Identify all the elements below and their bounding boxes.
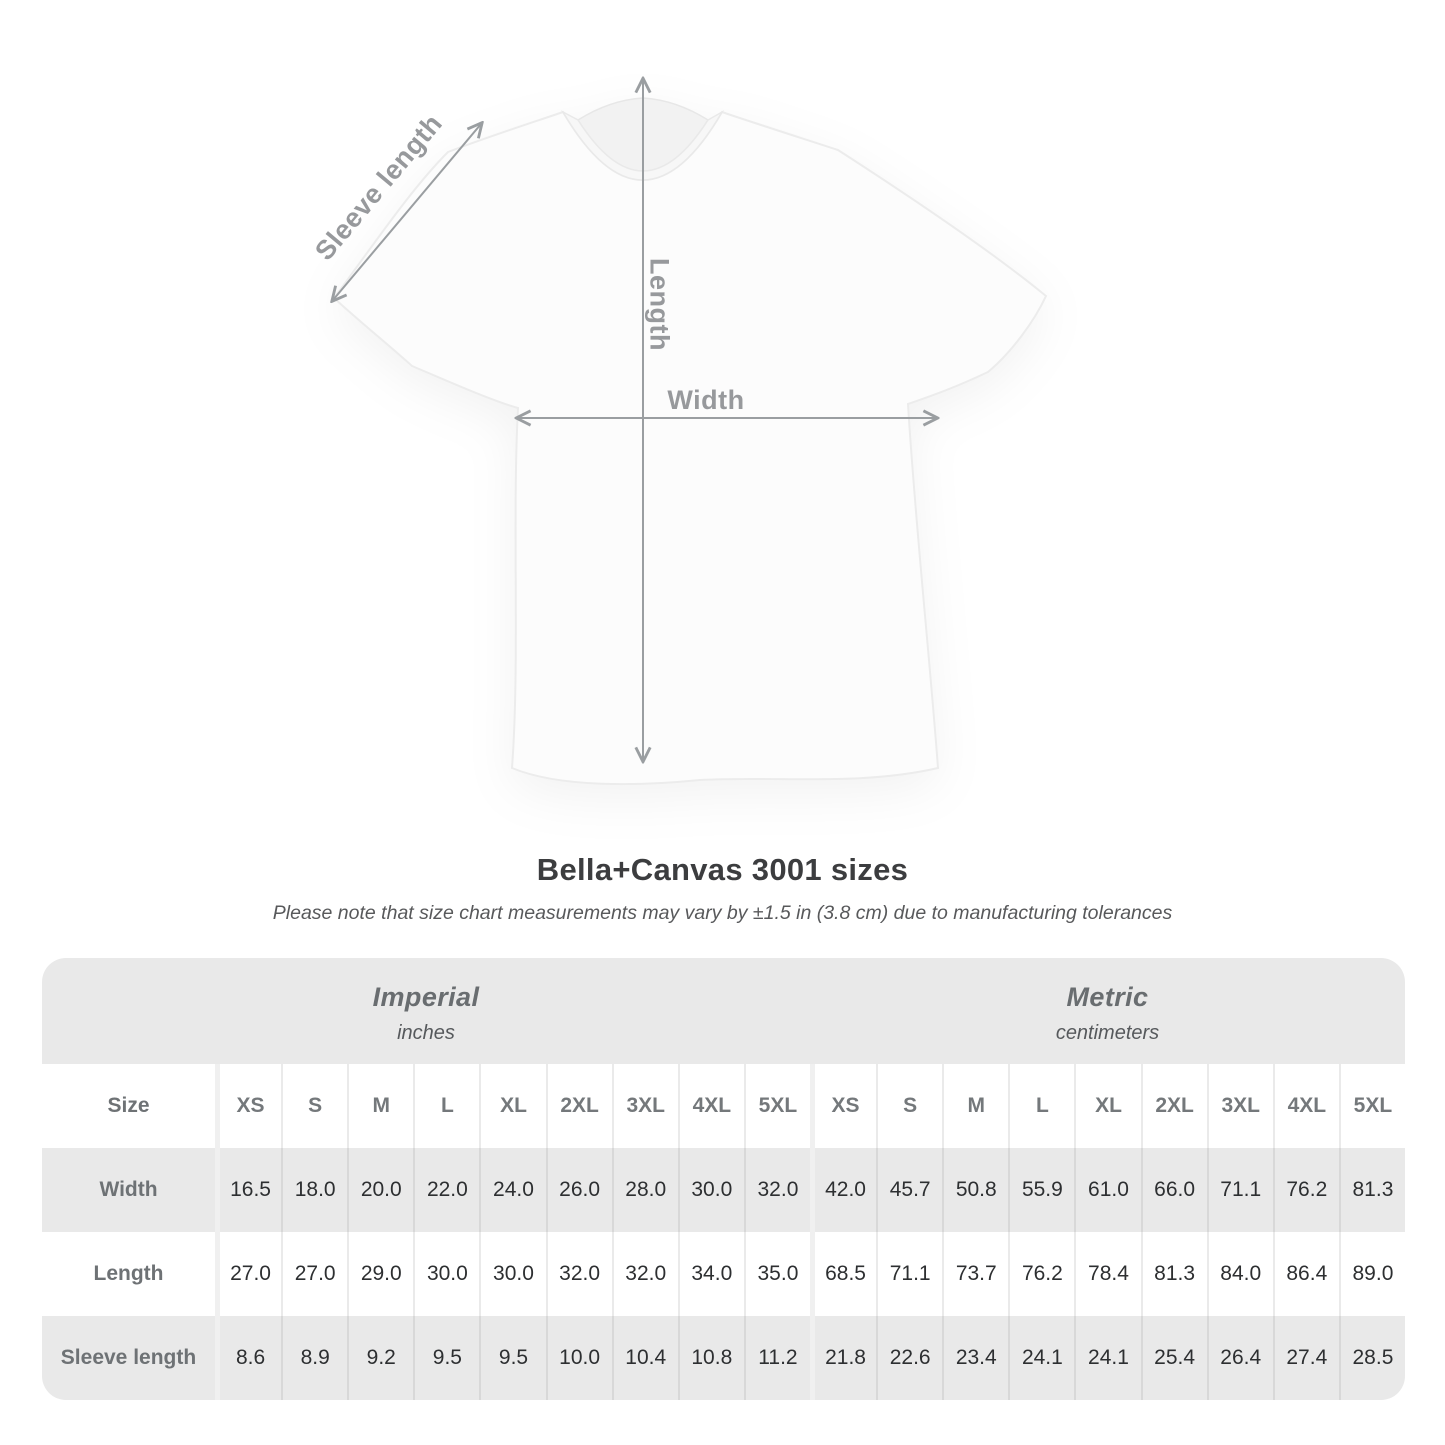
size-header-cell: 4XL [677,1064,744,1148]
size-header-cell: 5XL [1338,1064,1405,1148]
size-header-cell: 4XL [1272,1064,1339,1148]
sleeve-value-cell: 8.6 [215,1316,281,1400]
sleeve-value-cell: 26.4 [1206,1316,1273,1400]
imperial-header: Imperial inches [42,958,810,1064]
sleeve-value-cell: 22.6 [876,1316,942,1400]
title-block: Bella+Canvas 3001 sizes Please note that… [0,852,1445,925]
width-value-cell: 66.0 [1140,1148,1207,1232]
length-value-cell: 35.0 [743,1232,810,1316]
metric-header: Metric centimeters [810,958,1405,1064]
page-title: Bella+Canvas 3001 sizes [536,852,909,887]
sleeve-value-cell: 21.8 [810,1316,876,1400]
size-header-cell: XS [215,1064,281,1148]
length-value-cell: 34.0 [677,1232,744,1316]
length-value-cell: 32.0 [545,1232,612,1316]
width-value-cell: 24.0 [479,1148,545,1232]
sleeve-value-cell: 9.2 [347,1316,413,1400]
length-value-cell: 81.3 [1140,1232,1207,1316]
length-value-cell: 86.4 [1272,1232,1339,1316]
metric-title: Metric [1066,981,1149,1012]
width-value-cell: 71.1 [1206,1148,1273,1232]
sleeve-value-cell: 11.2 [743,1316,810,1400]
width-value-cell: 45.7 [876,1148,942,1232]
size-header-cell: XS [810,1064,876,1148]
size-header-cell: L [1008,1064,1074,1148]
width-label: Width [667,385,745,415]
width-value-cell: 61.0 [1074,1148,1140,1232]
width-value-cell: 28.0 [611,1148,678,1232]
size-header-cell: 2XL [1140,1064,1207,1148]
sleeve-length-arrow [333,124,481,300]
width-value-cell: 32.0 [743,1148,810,1232]
sleeve-value-cell: 9.5 [479,1316,545,1400]
width-value-cell: 26.0 [545,1148,612,1232]
metric-subtitle: centimeters [1055,1021,1160,1044]
width-value-cell: 18.0 [281,1148,347,1232]
length-value-cell: 68.5 [810,1232,876,1316]
width-value-cell: 20.0 [347,1148,413,1232]
sleeve-value-cell: 28.5 [1338,1316,1405,1400]
sleeve-value-cell: 9.5 [413,1316,479,1400]
length-value-cell: 30.0 [413,1232,479,1316]
sleeve-length-row: Sleeve length 8.6 8.9 9.2 9.5 9.5 10.0 10.4 10.… [42,1316,1405,1400]
unit-header-row: Imperial inches Metric centimeters [42,958,1405,1064]
size-row-label: Size [107,1094,150,1117]
length-value-cell: 27.0 [215,1232,281,1316]
size-header-cell: 2XL [545,1064,612,1148]
size-header-cell: 5XL [743,1064,810,1148]
imperial-title: Imperial [372,981,480,1012]
length-value-cell: 27.0 [281,1232,347,1316]
length-row-label: Length [93,1262,164,1285]
size-header-cell: S [281,1064,347,1148]
length-value-cell: 78.4 [1074,1232,1140,1316]
width-value-cell: 55.9 [1008,1148,1074,1232]
size-header-row: Size XS S M L XL 2XL 3XL 4XL 5XL XS S M L XL 2XL 3XL 4XL… [42,1064,1405,1148]
width-row: Width 16.5 18.0 20.0 22.0 24.0 26.0 28.0 30.0 32… [42,1148,1405,1232]
size-header-cell: S [876,1064,942,1148]
width-value-cell: 50.8 [942,1148,1008,1232]
size-header-cell: XL [1074,1064,1140,1148]
width-value-cell: 30.0 [677,1148,744,1232]
size-header-cell: 3XL [1206,1064,1273,1148]
width-value-cell: 16.5 [215,1148,281,1232]
size-header-cell: 3XL [611,1064,678,1148]
size-header-cell: L [413,1064,479,1148]
length-label: Length [644,258,675,351]
sleeve-row-label: Sleeve length [60,1346,197,1369]
sleeve-value-cell: 25.4 [1140,1316,1207,1400]
width-value-cell: 22.0 [413,1148,479,1232]
imperial-subtitle: inches [397,1021,455,1044]
length-row: Length 27.0 27.0 29.0 30.0 30.0 32.0 32.0 34.0 3… [42,1232,1405,1316]
sleeve-value-cell: 24.1 [1074,1316,1140,1400]
length-value-cell: 73.7 [942,1232,1008,1316]
sleeve-value-cell: 10.0 [545,1316,612,1400]
sleeve-value-cell: 10.4 [611,1316,678,1400]
tshirt-graphic [0,0,1048,786]
sleeve-value-cell: 10.8 [677,1316,744,1400]
size-header-cell: M [942,1064,1008,1148]
collar-band [561,109,725,181]
sleeve-value-cell: 23.4 [942,1316,1008,1400]
sleeve-value-cell: 24.1 [1008,1316,1074,1400]
size-header-cell: M [347,1064,413,1148]
width-value-cell: 76.2 [1272,1148,1339,1232]
sleeve-value-cell: 27.4 [1272,1316,1339,1400]
length-value-cell: 32.0 [611,1232,678,1316]
length-value-cell: 30.0 [479,1232,545,1316]
tshirt-silhouette [332,97,1048,786]
page-subtitle: Please note that size chart measurements… [272,902,1173,924]
size-header-cell: XL [479,1064,545,1148]
length-value-cell: 29.0 [347,1232,413,1316]
sleeve-value-cell: 8.9 [281,1316,347,1400]
length-value-cell: 84.0 [1206,1232,1273,1316]
length-value-cell: 76.2 [1008,1232,1074,1316]
width-value-cell: 81.3 [1338,1148,1405,1232]
tshirt-diagram: Sleeve length Length Width [0,0,1048,786]
size-table: Imperial inches Metric centimeters Size … [42,958,1405,1400]
width-value-cell: 42.0 [810,1148,876,1232]
length-value-cell: 89.0 [1338,1232,1405,1316]
width-row-label: Width [99,1178,158,1201]
length-value-cell: 71.1 [876,1232,942,1316]
